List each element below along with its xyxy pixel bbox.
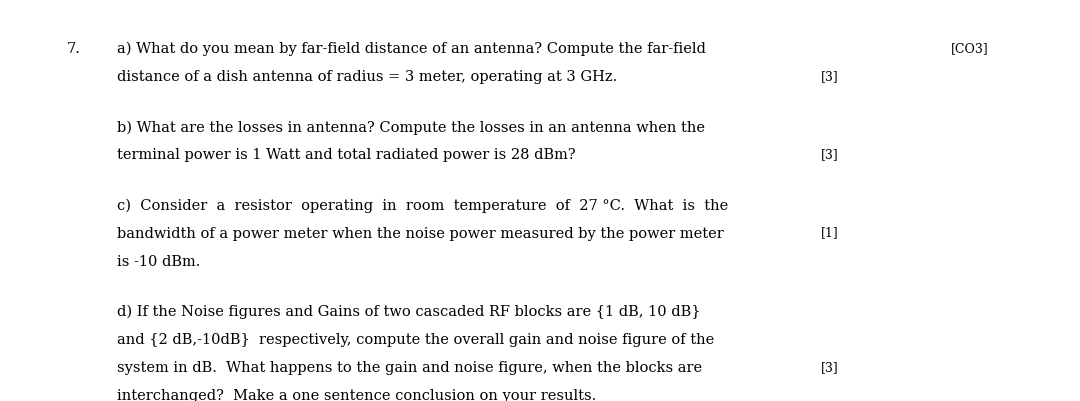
Text: d) If the Noise figures and Gains of two cascaded RF blocks are {1 dB, 10 dB}: d) If the Noise figures and Gains of two… — [117, 305, 700, 319]
Text: [3]: [3] — [821, 148, 838, 161]
Text: c)  Consider  a  resistor  operating  in  room  temperature  of  27 °C.  What  i: c) Consider a resistor operating in room… — [117, 198, 728, 213]
Text: and {2 dB,-10dB}  respectively, compute the overall gain and noise figure of the: and {2 dB,-10dB} respectively, compute t… — [117, 333, 714, 347]
Text: system in dB.  What happens to the gain and noise figure, when the blocks are: system in dB. What happens to the gain a… — [117, 361, 702, 375]
Text: [CO3]: [CO3] — [950, 42, 988, 55]
Text: distance of a dish antenna of radius = 3 meter, operating at 3 GHz.: distance of a dish antenna of radius = 3… — [117, 70, 617, 84]
Text: a) What do you mean by far-field distance of an antenna? Compute the far-field: a) What do you mean by far-field distanc… — [117, 42, 705, 57]
Text: b) What are the losses in antenna? Compute the losses in an antenna when the: b) What are the losses in antenna? Compu… — [117, 120, 704, 135]
Text: interchanged?  Make a one sentence conclusion on your results.: interchanged? Make a one sentence conclu… — [117, 389, 596, 401]
Text: [3]: [3] — [821, 70, 838, 83]
Text: 7.: 7. — [67, 42, 81, 56]
Text: [1]: [1] — [821, 227, 838, 239]
Text: is -10 dBm.: is -10 dBm. — [117, 255, 200, 269]
Text: bandwidth of a power meter when the noise power measured by the power meter: bandwidth of a power meter when the nois… — [117, 227, 724, 241]
Text: terminal power is 1 Watt and total radiated power is 28 dBm?: terminal power is 1 Watt and total radia… — [117, 148, 576, 162]
Text: [3]: [3] — [821, 361, 838, 374]
